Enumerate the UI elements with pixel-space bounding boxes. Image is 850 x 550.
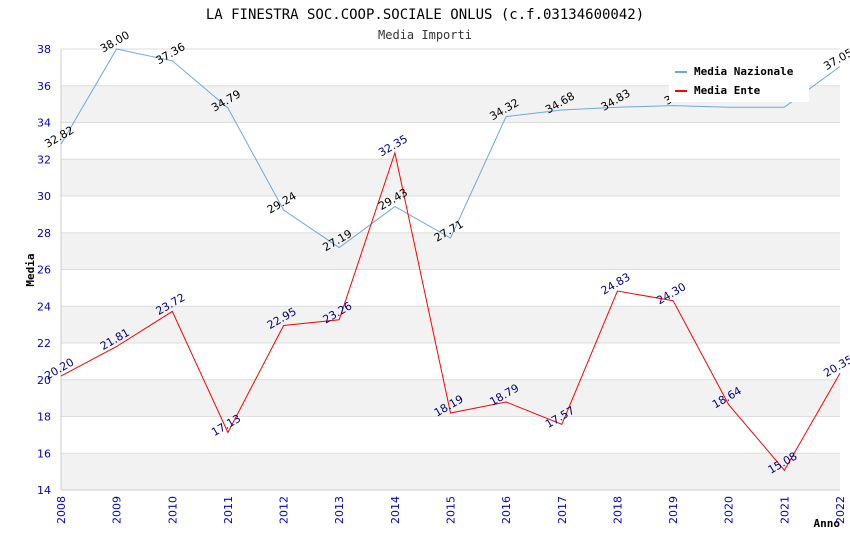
chart-subtitle: Media Importi bbox=[378, 28, 472, 42]
plot-band bbox=[61, 453, 840, 490]
y-tick-label: 32 bbox=[37, 153, 51, 166]
x-axis-title: Anno bbox=[814, 517, 841, 530]
x-tick-label: 2020 bbox=[723, 496, 736, 524]
y-tick-label: 26 bbox=[37, 264, 51, 277]
plot-bands bbox=[61, 85, 840, 490]
x-tick-label: 2011 bbox=[222, 496, 235, 524]
legend-label-media-ente: Media Ente bbox=[694, 84, 761, 97]
y-tick-label: 20 bbox=[37, 374, 51, 387]
x-tick-label: 2010 bbox=[166, 496, 179, 524]
data-label: 24.83 bbox=[599, 270, 633, 297]
x-tick-label: 2009 bbox=[111, 496, 124, 524]
y-tick-label: 14 bbox=[37, 484, 51, 497]
data-label: 24.30 bbox=[654, 280, 688, 307]
legend: Media Nazionale Media Ente bbox=[669, 58, 809, 102]
plot-band bbox=[61, 159, 840, 196]
y-tick-label: 16 bbox=[37, 447, 51, 460]
y-axis-ticks: 14 16 18 20 22 24 26 28 30 32 34 36 38 bbox=[37, 43, 51, 497]
plot-band bbox=[61, 306, 840, 343]
x-tick-label: 2013 bbox=[333, 496, 346, 524]
data-label: 32.35 bbox=[376, 132, 410, 159]
series-line bbox=[60, 48, 841, 249]
plot-band bbox=[61, 232, 840, 270]
data-label: 20.35 bbox=[821, 353, 850, 380]
x-axis-ticks: 2008 2009 2010 2011 2012 2013 2014 2015 2016 2017… bbox=[55, 496, 847, 524]
x-tick-label: 2015 bbox=[445, 496, 458, 524]
x-tick-label: 2012 bbox=[278, 496, 291, 524]
y-tick-label: 34 bbox=[37, 117, 51, 130]
x-tick-label: 2019 bbox=[667, 496, 680, 524]
grid-lines bbox=[60, 48, 840, 491]
y-axis-title: Media bbox=[24, 253, 37, 286]
plot-band bbox=[61, 379, 840, 417]
y-tick-label: 36 bbox=[37, 80, 51, 93]
y-tick-label: 22 bbox=[37, 337, 51, 350]
series-line bbox=[60, 150, 841, 472]
x-tick-label: 2017 bbox=[556, 496, 569, 524]
y-tick-label: 28 bbox=[37, 227, 51, 240]
legend-box bbox=[669, 58, 809, 102]
legend-label-media-nazionale: Media Nazionale bbox=[694, 65, 794, 78]
y-tick-label: 30 bbox=[37, 190, 51, 203]
series-lines bbox=[60, 48, 841, 472]
x-tick-label: 2014 bbox=[389, 496, 402, 524]
x-tick-label: 2018 bbox=[611, 496, 624, 524]
y-tick-label: 18 bbox=[37, 411, 51, 424]
x-tick-label: 2008 bbox=[55, 496, 68, 524]
x-tick-label: 2016 bbox=[500, 496, 513, 524]
data-label: 37.05 bbox=[821, 46, 850, 73]
y-tick-label: 24 bbox=[37, 300, 51, 313]
data-label: 37.36 bbox=[154, 40, 188, 67]
x-tick-label: 2021 bbox=[778, 496, 791, 524]
y-tick-label: 38 bbox=[37, 43, 51, 56]
x-tick-label: 2022 bbox=[834, 496, 847, 524]
chart-title: LA FINESTRA SOC.COOP.SOCIALE ONLUS (c.f.… bbox=[206, 7, 644, 23]
data-label: 20.20 bbox=[42, 356, 76, 383]
